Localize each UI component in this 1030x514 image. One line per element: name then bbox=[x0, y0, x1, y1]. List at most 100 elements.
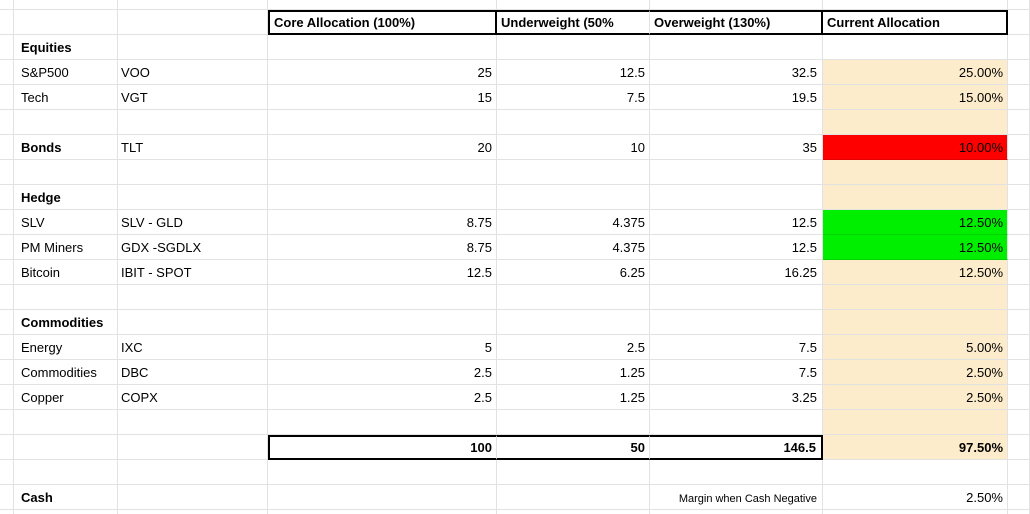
cell-blank[interactable] bbox=[1008, 260, 1030, 285]
cell-ticker[interactable]: IBIT - SPOT bbox=[118, 260, 268, 285]
cell-blank[interactable] bbox=[0, 185, 14, 210]
cell-blank[interactable] bbox=[0, 335, 14, 360]
cell-overweight[interactable]: 16.25 bbox=[650, 260, 823, 285]
cell-blank[interactable] bbox=[1008, 210, 1030, 235]
cell-label[interactable] bbox=[14, 435, 118, 460]
cell-blank[interactable] bbox=[1008, 185, 1030, 210]
cell-core[interactable] bbox=[268, 160, 497, 185]
cell-label[interactable]: Tech bbox=[14, 85, 118, 110]
cell-core[interactable]: 5 bbox=[268, 335, 497, 360]
cell-core[interactable]: 8.75 bbox=[268, 210, 497, 235]
cell-ticker[interactable] bbox=[118, 285, 268, 310]
cell-blank[interactable] bbox=[1008, 60, 1030, 85]
cell-label[interactable]: Hedge bbox=[14, 185, 118, 210]
cell-current[interactable] bbox=[823, 460, 1008, 485]
cell-label[interactable]: Cash bbox=[14, 485, 118, 510]
cell-core[interactable] bbox=[268, 285, 497, 310]
cell-ticker[interactable] bbox=[118, 485, 268, 510]
cell-blank[interactable] bbox=[1008, 85, 1030, 110]
cell-blank[interactable] bbox=[1008, 10, 1030, 35]
cell-underweight[interactable] bbox=[497, 160, 650, 185]
cell-current[interactable]: 97.50% bbox=[823, 435, 1008, 460]
cell-core[interactable]: 25 bbox=[268, 60, 497, 85]
cell-label[interactable] bbox=[14, 285, 118, 310]
cell-ticker[interactable] bbox=[118, 310, 268, 335]
cell-current[interactable]: 5.00% bbox=[823, 335, 1008, 360]
cell-current[interactable] bbox=[823, 110, 1008, 135]
cell-ticker[interactable] bbox=[118, 160, 268, 185]
cell-current[interactable]: 12.50% bbox=[823, 235, 1008, 260]
cell-blank[interactable] bbox=[1008, 110, 1030, 135]
cell-underweight[interactable]: 12.5 bbox=[497, 60, 650, 85]
cell-label[interactable]: PM Miners bbox=[14, 235, 118, 260]
cell-overweight[interactable] bbox=[650, 160, 823, 185]
cell-current[interactable]: 2.50% bbox=[823, 385, 1008, 410]
cell-blank[interactable] bbox=[1008, 335, 1030, 360]
cell-blank[interactable] bbox=[0, 110, 14, 135]
cell-ticker[interactable] bbox=[118, 460, 268, 485]
cell-ticker[interactable] bbox=[118, 410, 268, 435]
cell-current[interactable] bbox=[823, 160, 1008, 185]
cell-current[interactable] bbox=[823, 310, 1008, 335]
cell-blank[interactable] bbox=[0, 135, 14, 160]
cell-core[interactable] bbox=[268, 310, 497, 335]
cell-blank[interactable] bbox=[1008, 485, 1030, 510]
cell-current[interactable]: 25.00% bbox=[823, 60, 1008, 85]
header-current-allocation[interactable]: Current Allocation bbox=[823, 10, 1008, 35]
cell-blank[interactable] bbox=[1008, 435, 1030, 460]
cell-underweight[interactable] bbox=[497, 110, 650, 135]
cell-ticker[interactable]: VOO bbox=[118, 60, 268, 85]
cell-blank[interactable] bbox=[1008, 35, 1030, 60]
cell-blank[interactable] bbox=[1008, 360, 1030, 385]
cell-ticker[interactable]: VGT bbox=[118, 85, 268, 110]
cell-overweight[interactable]: 12.5 bbox=[650, 235, 823, 260]
cell-blank[interactable] bbox=[0, 60, 14, 85]
cell-blank[interactable] bbox=[1008, 385, 1030, 410]
cell-label[interactable]: Bitcoin bbox=[14, 260, 118, 285]
cell-label[interactable] bbox=[14, 110, 118, 135]
cell-label[interactable]: Copper bbox=[14, 385, 118, 410]
cell-current[interactable] bbox=[823, 185, 1008, 210]
cell-underweight[interactable] bbox=[497, 310, 650, 335]
cell-overweight[interactable]: 19.5 bbox=[650, 85, 823, 110]
cell-overweight[interactable] bbox=[650, 410, 823, 435]
cell-blank[interactable] bbox=[14, 10, 118, 35]
cell-core[interactable]: 15 bbox=[268, 85, 497, 110]
cell-ticker[interactable]: DBC bbox=[118, 360, 268, 385]
cell-label[interactable] bbox=[14, 160, 118, 185]
cell-blank[interactable] bbox=[0, 310, 14, 335]
cell-label[interactable]: Equities bbox=[14, 35, 118, 60]
cell-blank[interactable] bbox=[0, 385, 14, 410]
cell-overweight[interactable]: 32.5 bbox=[650, 60, 823, 85]
cell-underweight[interactable]: 2.5 bbox=[497, 335, 650, 360]
cell-core[interactable]: 12.5 bbox=[268, 260, 497, 285]
cell-overweight[interactable] bbox=[650, 460, 823, 485]
cell-label[interactable] bbox=[14, 410, 118, 435]
cell-current[interactable]: 15.00% bbox=[823, 85, 1008, 110]
cell-ticker[interactable]: COPX bbox=[118, 385, 268, 410]
cell-core[interactable] bbox=[268, 110, 497, 135]
cell-label[interactable]: Bonds bbox=[14, 135, 118, 160]
cell-ticker[interactable]: SLV - GLD bbox=[118, 210, 268, 235]
cell-underweight[interactable]: 4.375 bbox=[497, 210, 650, 235]
cell-overweight[interactable] bbox=[650, 185, 823, 210]
cell-blank[interactable] bbox=[1008, 285, 1030, 310]
cell-overweight[interactable]: 35 bbox=[650, 135, 823, 160]
cell-core[interactable]: 8.75 bbox=[268, 235, 497, 260]
cell-current[interactable]: 12.50% bbox=[823, 210, 1008, 235]
cell-label[interactable]: Commodities bbox=[14, 310, 118, 335]
cell-blank[interactable] bbox=[1008, 410, 1030, 435]
cell-blank[interactable] bbox=[0, 360, 14, 385]
cell-core[interactable] bbox=[268, 410, 497, 435]
cell-underweight[interactable]: 6.25 bbox=[497, 260, 650, 285]
cell-underweight[interactable] bbox=[497, 285, 650, 310]
cell-current[interactable] bbox=[823, 35, 1008, 60]
cell-underweight[interactable] bbox=[497, 460, 650, 485]
cell-underweight[interactable]: 10 bbox=[497, 135, 650, 160]
cell-current[interactable]: 2.50% bbox=[823, 360, 1008, 385]
header-underweight[interactable]: Underweight (50% bbox=[497, 10, 650, 35]
cell-ticker[interactable]: TLT bbox=[118, 135, 268, 160]
header-overweight[interactable]: Overweight (130%) bbox=[650, 10, 823, 35]
cell-core[interactable] bbox=[268, 460, 497, 485]
cell-core[interactable] bbox=[268, 485, 497, 510]
